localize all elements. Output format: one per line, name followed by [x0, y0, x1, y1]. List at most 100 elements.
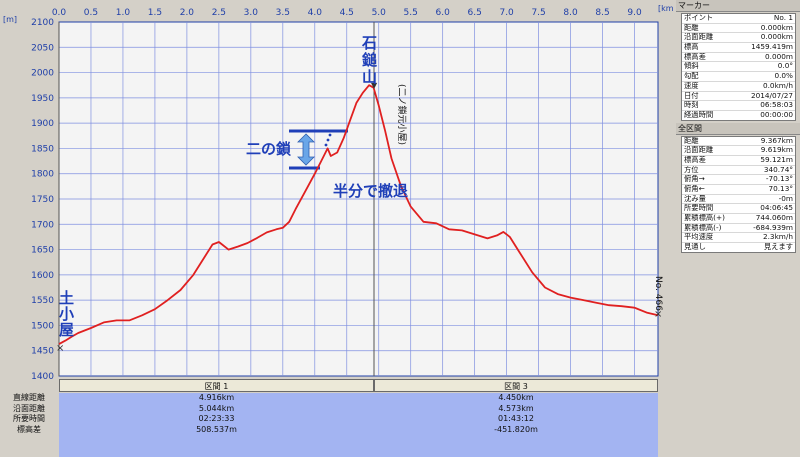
y-axis-ticks: 2100 2050 2000 1950 1900 1850 1800 1750 1700 1650… [31, 18, 54, 379]
x-tick-label: 8.0 [563, 8, 578, 18]
x-tick-label: 8.5 [595, 8, 609, 18]
section-3-values: 4.450km 4.573km 01:43:12 -451.820m [374, 393, 658, 457]
summit-marker-icon[interactable]: ▼ [371, 81, 378, 90]
y-tick-label: 1500 [31, 321, 54, 331]
total-row-value: 70.13° [768, 185, 793, 193]
section-1-elevation-diff: 508.537m [196, 424, 237, 434]
marker-row-label: 時刻 [684, 101, 699, 110]
marker-row: 沿面距離 0.000km [682, 33, 795, 44]
x-tick-label: 3.0 [244, 8, 259, 18]
x-tick-label: 7.0 [499, 8, 514, 18]
start-label: 土 [59, 289, 74, 307]
marker-row-value: 0.0° [777, 62, 793, 71]
marker-row-label: 沿面距離 [684, 33, 714, 42]
x-tick-label: 1.0 [116, 8, 131, 18]
section-3-straight-distance: 4.450km [498, 393, 534, 402]
x-tick-label: 2.0 [180, 8, 195, 18]
y-tick-label: 2100 [31, 18, 54, 28]
total-row: 沿面距離 9.619km [682, 146, 795, 156]
marker-row: 標高差 0.000m [682, 53, 795, 63]
summit-label: 石 [361, 34, 377, 52]
total-row-label: 沿面距離 [684, 146, 714, 155]
total-row-label: 方位 [684, 165, 699, 174]
marker-row-label: 日付 [684, 91, 699, 100]
marker-row: 速度 0.0km/h [682, 82, 795, 92]
total-row-label: 沈み量 [684, 194, 706, 203]
total-row-label: 俯角→ [684, 175, 705, 184]
section-3-surface-distance: 4.573km [498, 403, 534, 413]
elevation-chart-svg[interactable]: 0.0 0.5 1.0 1.5 2.0 2.5 3.0 3.5 4.0 4.5 5.0 5.5 6.0 6… [0, 0, 674, 379]
x-tick-label: 4.5 [340, 8, 354, 18]
section-row-labels: 直線距離 沿面距離 所要時間 標高差 [0, 393, 58, 457]
elevation-profile-line [58, 84, 659, 345]
y-tick-label: 1850 [31, 144, 54, 154]
total-row-value: 見えます [763, 243, 793, 252]
retreat-label: 半分で撤退 [333, 182, 408, 200]
x-tick-label: 6.5 [467, 8, 481, 18]
marker-row-label: 速度 [684, 81, 699, 90]
total-row: 距離 9.367km [682, 137, 795, 147]
total-row: 俯角← 70.13° [682, 185, 795, 195]
total-row: 見通し 見えます [682, 243, 795, 252]
section-1-straight-distance: 4.916km [198, 393, 235, 402]
info-panel: マーカー ポイント No. 1 距離 0.000km 沿面距離 0.000km 標高 1459… [676, 0, 800, 457]
end-point-label: No. 466 [653, 276, 663, 311]
total-row-value: 744.060m [755, 214, 793, 223]
marker-row-label: 標高差 [684, 52, 706, 61]
x-tick-label: 3.5 [276, 8, 290, 18]
start-marker-icon[interactable]: × [56, 343, 64, 354]
total-row-value: 9.367km [760, 136, 793, 145]
y-tick-label: 1900 [31, 119, 54, 129]
section-1-header[interactable]: 区間 1 [59, 379, 374, 392]
x-axis-ticks: 0.0 0.5 1.0 1.5 2.0 2.5 3.0 3.5 4.0 4.5 5.0 5.5 6.0 6… [52, 8, 642, 18]
total-row: 累積標高(-) -684.939m [682, 224, 795, 234]
y-tick-label: 1450 [31, 347, 54, 357]
total-row: 累積標高(+) 744.060m [682, 214, 795, 224]
y-tick-label: 1400 [31, 372, 54, 379]
marker-row-value: No. 1 [773, 14, 793, 22]
marker-row-value: 1459.419m [751, 43, 793, 52]
marker-row-label: 標高 [684, 43, 699, 52]
total-row: 標高差 59.121m [682, 156, 795, 166]
y-tick-label: 2050 [31, 43, 54, 53]
total-row-label: 平均速度 [684, 233, 714, 242]
y-tick-label: 1750 [31, 195, 54, 205]
marker-info-box: ポイント No. 1 距離 0.000km 沿面距離 0.000km 標高 1459.419m… [681, 13, 796, 121]
section-3-column[interactable]: 区間 3 4.450km 4.573km 01:43:12 -451.820m [374, 379, 658, 457]
elevation-chart[interactable]: 0.0 0.5 1.0 1.5 2.0 2.5 3.0 3.5 4.0 4.5 5.0 5.5 6.0 6… [0, 0, 674, 379]
section-3-header[interactable]: 区間 3 [374, 379, 658, 392]
marker-row-label: 傾斜 [684, 62, 699, 71]
total-row-value: -0m [778, 194, 793, 203]
x-tick-label: 9.0 [627, 8, 642, 18]
total-row-label: 所要時間 [684, 204, 714, 213]
total-row-label: 距離 [684, 136, 699, 145]
y-tick-label: 1550 [31, 296, 54, 306]
summit-label-2: 鎚 [362, 51, 377, 69]
hut-label: (二ノ鎖元小屋) [396, 84, 408, 145]
total-info-box: 距離 9.367km 沿面距離 9.619km 標高差 59.121m 方位 340.74° 俯… [681, 135, 796, 253]
marker-row-value: 0.000m [765, 52, 793, 61]
total-row: 所要時間 04:06:45 [682, 204, 795, 215]
x-tick-label: 2.5 [212, 8, 226, 18]
marker-row-label: 距離 [684, 23, 699, 32]
marker-row: 経過時間 00:00:00 [682, 111, 795, 120]
marker-row: 時刻 06:58:03 [682, 101, 795, 111]
marker-row-value: 00:00:00 [760, 110, 793, 119]
total-row-value: 04:06:45 [760, 204, 793, 213]
total-row-value: 59.121m [760, 155, 793, 164]
total-row: 方位 340.74° [682, 166, 795, 176]
section-1-column[interactable]: 区間 1 4.916km 5.044km 02:23:33 508.537m [59, 379, 374, 457]
grid-lines [59, 22, 658, 376]
section-3-duration: 01:43:12 [498, 414, 534, 423]
x-tick-label: 7.5 [531, 8, 545, 18]
end-marker-icon[interactable]: × [654, 309, 662, 320]
total-row-label: 見通し [684, 243, 706, 252]
total-row-value: 2.3km/h [762, 233, 793, 242]
total-row-value: -684.939m [753, 223, 793, 232]
total-row-label: 標高差 [684, 155, 706, 164]
chain-dots [324, 133, 332, 147]
total-row: 平均速度 2.3km/h [682, 233, 795, 244]
section-1-duration: 02:23:33 [198, 414, 235, 423]
y-tick-label: 1650 [31, 246, 54, 256]
marker-row-value: 0.000km [760, 33, 793, 42]
